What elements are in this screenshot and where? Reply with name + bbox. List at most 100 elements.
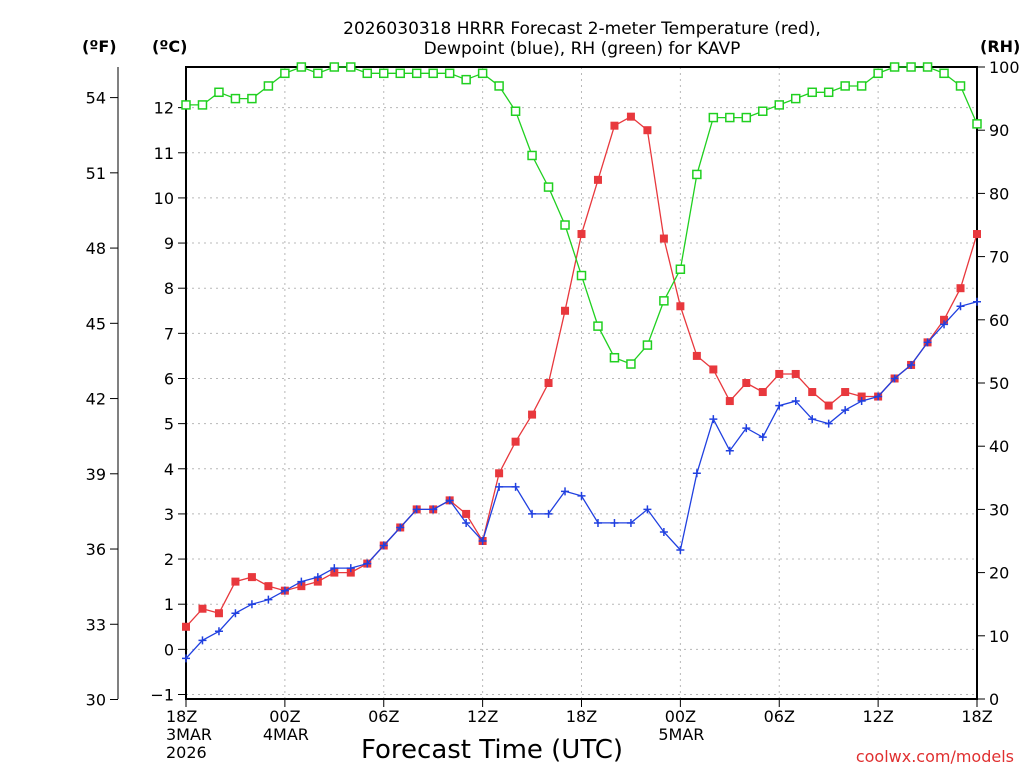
- rh-point: [741, 112, 752, 123]
- y-rh-tick-label: 40: [989, 437, 1009, 456]
- temperature-point: [214, 609, 223, 618]
- rh-point: [807, 87, 817, 98]
- rh-point: [263, 81, 274, 91]
- rh-point: [906, 62, 916, 72]
- dewpoint-point: [561, 487, 570, 496]
- gridlines: [185, 67, 978, 699]
- dewpoint-point: [742, 424, 751, 433]
- chart-title-line2: Dewpoint (blue), RH (green) for KAVP: [424, 39, 741, 59]
- x-tick-label: 00Z: [269, 707, 300, 726]
- unit-celsius: (ºC): [152, 37, 187, 56]
- unit-rh: (RH): [980, 37, 1020, 56]
- dewpoint-point: [577, 491, 586, 500]
- x-tick-label: 06Z: [764, 707, 795, 726]
- dewpoint-point: [725, 446, 734, 455]
- chart-title-line1: 2026030318 HRRR Forecast 2-meter Tempera…: [343, 19, 821, 39]
- y-fahrenheit-tick-label: 30: [86, 691, 106, 710]
- dewpoint-point: [511, 482, 520, 491]
- y-fahrenheit-tick-label: 33: [86, 615, 106, 634]
- rh-point: [214, 87, 224, 98]
- y-fahrenheit-tick-label: 54: [86, 89, 106, 108]
- rh-point: [247, 93, 257, 104]
- dewpoint-point: [429, 505, 438, 514]
- temperature-point: [775, 369, 784, 378]
- dewpoint-point: [692, 469, 701, 478]
- temperature-point: [511, 437, 520, 446]
- dewpoint-point: [676, 546, 685, 555]
- dewpoint-point: [396, 523, 405, 532]
- rh-point: [428, 68, 438, 79]
- y-celsius-tick-label: 8: [164, 279, 174, 298]
- y-rh-tick-label: 60: [989, 311, 1009, 330]
- temperature-point: [791, 369, 800, 378]
- x-tick-label: 18Z: [961, 707, 992, 726]
- dewpoint-point: [495, 482, 504, 491]
- temperature-point: [330, 568, 339, 577]
- y-celsius-tick-label: 10: [154, 189, 174, 208]
- dewpoint-point: [544, 509, 553, 518]
- y-celsius-tick-label: 2: [164, 550, 174, 569]
- temperature-point: [561, 306, 570, 315]
- temperature-point: [857, 392, 866, 401]
- y-celsius-tick-label: 5: [164, 415, 174, 434]
- dewpoint-point: [659, 527, 668, 536]
- credit-text: coolwx.com/models: [856, 747, 1014, 766]
- rh-point: [576, 270, 587, 281]
- rh-point: [873, 68, 883, 79]
- rh-point: [725, 112, 735, 123]
- temperature-point: [610, 121, 619, 130]
- rh-point: [296, 62, 307, 72]
- x-tick-label: 06Z: [368, 707, 399, 726]
- rh-point: [329, 62, 340, 72]
- x-tick-label: 00Z: [665, 707, 696, 726]
- rh-point: [659, 296, 669, 306]
- rh-point: [774, 100, 784, 110]
- temperature-point: [231, 577, 240, 586]
- rh-point: [955, 81, 966, 91]
- temperature-point: [643, 126, 652, 135]
- temperature-point: [495, 469, 504, 478]
- dewpoint-point: [709, 415, 718, 424]
- dewpoint-point: [379, 541, 388, 550]
- temperature-point: [709, 365, 718, 374]
- y-rh-tick-label: 90: [989, 121, 1009, 140]
- dewpoint-point: [808, 415, 817, 424]
- dewpoint-point: [973, 297, 981, 306]
- temperature-point: [528, 410, 537, 419]
- dewpoint-point: [791, 397, 800, 406]
- rh-point: [461, 74, 471, 85]
- rh-point: [675, 264, 686, 274]
- temperature-point: [940, 315, 949, 324]
- y-fahrenheit-tick-label: 42: [86, 390, 106, 409]
- rh-point: [527, 150, 537, 161]
- x-tick-label: 2026: [166, 743, 207, 762]
- series-layer: [181, 62, 982, 663]
- dewpoint-point: [330, 564, 339, 573]
- x-tick-label: 18Z: [566, 707, 597, 726]
- y-fahrenheit-tick-label: 39: [86, 465, 106, 484]
- dewpoint-point: [313, 573, 322, 582]
- y-rh-tick-label: 100: [989, 58, 1020, 77]
- y-celsius-tick-label: 4: [164, 460, 174, 479]
- temperature-point: [577, 230, 586, 239]
- dewpoint-point: [346, 564, 355, 573]
- y-celsius-tick-label: 7: [164, 324, 174, 343]
- rh-point: [395, 68, 405, 79]
- y-fahrenheit-tick-label: 45: [86, 314, 106, 333]
- rh-point: [840, 81, 850, 91]
- x-tick-label: 12Z: [862, 707, 893, 726]
- y-rh-tick-label: 20: [989, 564, 1009, 583]
- rh-point: [939, 68, 949, 79]
- y-fahrenheit-tick-label: 51: [86, 164, 106, 183]
- dewpoint-point: [182, 654, 190, 663]
- temperature-point: [297, 582, 306, 591]
- unit-fahrenheit: (ºF): [82, 37, 117, 56]
- rh-point: [197, 100, 208, 110]
- dewpoint-point: [231, 609, 240, 618]
- temperature-point: [973, 230, 981, 239]
- dewpoint-point: [824, 419, 833, 428]
- y-celsius-tick-label: 6: [164, 369, 174, 388]
- y-celsius-tick-label: 12: [154, 99, 174, 118]
- rh-point: [692, 169, 702, 180]
